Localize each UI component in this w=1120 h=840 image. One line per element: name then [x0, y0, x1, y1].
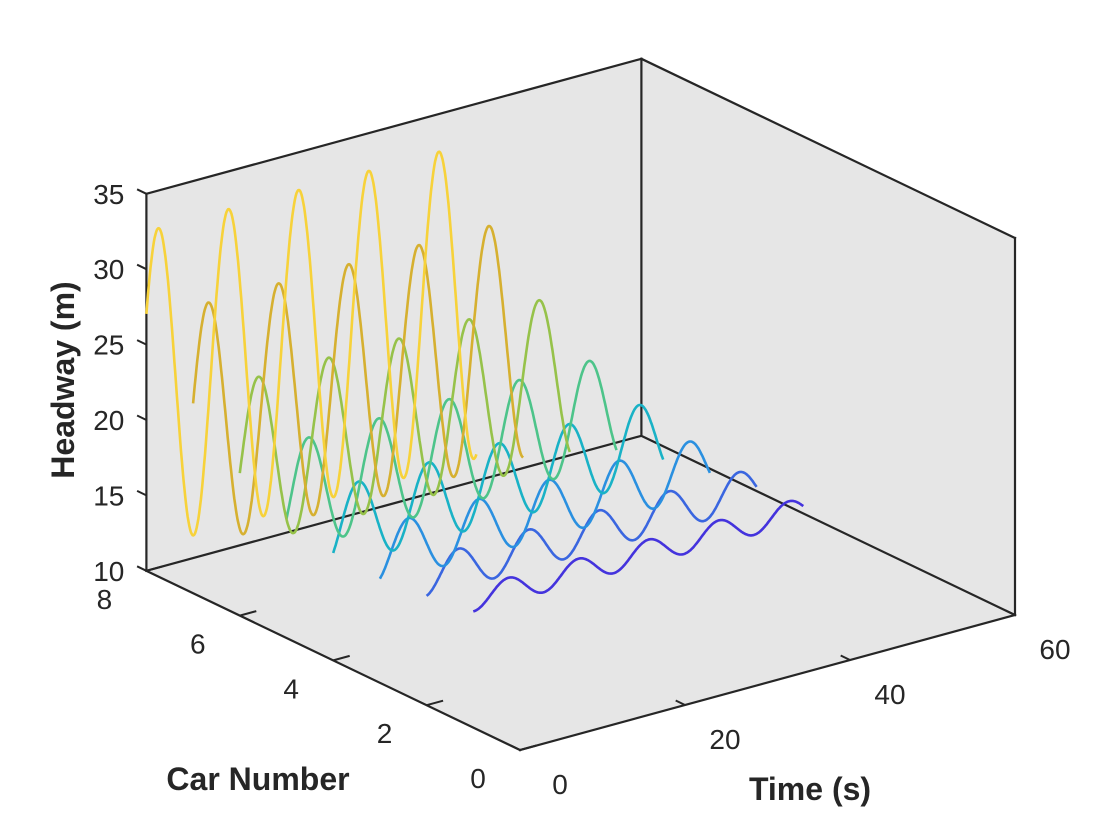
z-tick-15	[136, 489, 147, 497]
series-line-car-3	[378, 440, 712, 580]
x-tick-20	[675, 699, 686, 706]
series-line-car-1	[472, 499, 805, 613]
floor-back-edge	[145, 434, 643, 573]
z-tick-30	[136, 263, 147, 271]
z-tick-25	[136, 339, 147, 346]
x-tick-label-40: 40	[874, 679, 905, 710]
y-axis-title: Car Number	[166, 761, 349, 797]
series-line-car-6	[238, 298, 572, 535]
y-tick-2	[426, 699, 444, 707]
series-line-car-8	[145, 150, 478, 537]
z-tick-20	[136, 414, 147, 421]
z-tick-label-10: 10	[93, 556, 124, 587]
axis-ticks	[136, 188, 1016, 751]
z-tick-label-30: 30	[93, 254, 124, 285]
z-tick-10	[136, 565, 147, 572]
back-top-edge	[145, 57, 643, 196]
x-tick-label-60: 60	[1039, 634, 1070, 665]
side-top-edge	[639, 57, 1017, 240]
x-tick-0	[510, 744, 521, 751]
y-tick-label-4: 4	[283, 673, 299, 704]
z-tick-label-20: 20	[93, 405, 124, 436]
z-axis-title: Headway (m)	[45, 281, 81, 478]
data-series	[145, 150, 805, 613]
y-tick-label-0: 0	[470, 763, 486, 794]
axes-frame	[144, 57, 1017, 752]
z-tick-label-35: 35	[93, 179, 124, 210]
x-tick-40	[840, 654, 851, 661]
tick-labels: 0 20 40 60 0 2 4 6 810 15 20 25 30 35	[93, 179, 1070, 800]
x-axis-line	[518, 613, 1017, 752]
x-axis-title: Time (s)	[749, 771, 871, 807]
z-tick-35	[136, 188, 147, 195]
y-tick-0	[519, 744, 537, 751]
x-tick-label-20: 20	[709, 724, 740, 755]
z-tick-label-25: 25	[93, 330, 124, 361]
series-line-car-7	[191, 224, 525, 536]
x-tick-label-0: 0	[552, 769, 568, 800]
series-line-car-4	[331, 403, 665, 554]
floor-right-edge	[639, 434, 1017, 617]
y-tick-label-8: 8	[97, 584, 113, 615]
y-tick-6	[239, 610, 257, 617]
x-tick-60	[1005, 609, 1016, 616]
y-tick-label-2: 2	[377, 718, 393, 749]
z-tick-label-15: 15	[93, 480, 124, 511]
y-tick-4	[332, 654, 350, 662]
y-tick-label-6: 6	[190, 629, 206, 660]
y-tick-8	[146, 565, 164, 572]
